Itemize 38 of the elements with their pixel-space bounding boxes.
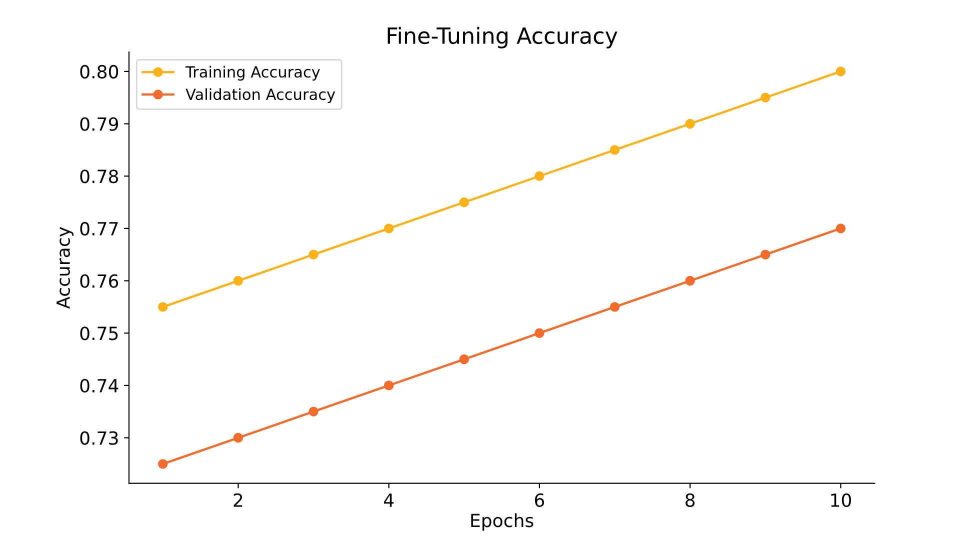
y-tick-label: 0.73 [80, 431, 118, 445]
x-tick-label: 2 [234, 493, 242, 507]
point [836, 224, 846, 234]
point [836, 66, 846, 76]
point [610, 302, 620, 312]
y-tick-label: 0.75 [80, 326, 118, 340]
point [158, 302, 168, 312]
y-tick-label: 0.77 [80, 222, 118, 236]
legend-label: Validation Accuracy [186, 88, 336, 104]
y-tick-label: 0.79 [80, 117, 118, 131]
point [685, 276, 695, 286]
point [233, 432, 244, 443]
point [384, 224, 394, 234]
point [459, 354, 469, 364]
x-tick-label: 6 [534, 493, 544, 507]
y-tick-label: 0.76 [80, 274, 118, 288]
point [308, 250, 318, 260]
point [384, 380, 394, 390]
point [308, 406, 318, 416]
point [534, 171, 544, 181]
point [685, 118, 695, 129]
chart-title: Fine-Tuning Accuracy [388, 26, 618, 48]
y-axis-title: Accuracy [56, 227, 74, 309]
x-tick-label: 4 [384, 494, 394, 507]
point [610, 145, 620, 155]
point [459, 197, 469, 208]
legend-label: Training Accuracy [185, 66, 320, 81]
y-tick-label: 0.80 [80, 64, 118, 79]
point [760, 250, 770, 260]
y-tick-label: 0.78 [80, 170, 118, 184]
point [158, 459, 168, 469]
point [534, 328, 544, 338]
point [233, 276, 244, 286]
x-tick-label: 8 [686, 493, 695, 507]
x-tick-label: 10 [831, 493, 852, 507]
y-tick-label: 0.74 [80, 378, 118, 393]
x-axis-title: Epochs [471, 513, 534, 531]
point [760, 92, 770, 102]
